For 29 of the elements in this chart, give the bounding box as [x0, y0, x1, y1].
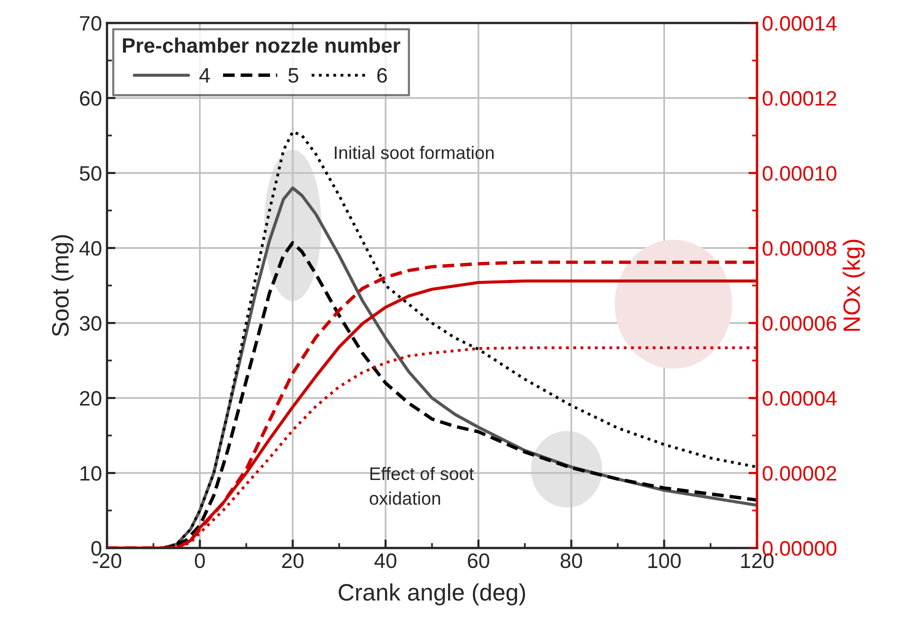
y-axis-title: Soot (mg) [51, 235, 74, 336]
y2-axis-title: NOx (kg) [842, 240, 865, 331]
y-tick-label: 20 [80, 391, 102, 406]
y2-tick-label: 0.00008 [762, 241, 836, 256]
annotation: Effect of soot oxidation [370, 466, 474, 505]
x-tick-label: 20 [282, 553, 304, 568]
x-tick-label: 100 [648, 553, 681, 568]
x-tick-label: 0 [194, 553, 205, 568]
legend-title: Pre-chamber nozzle number [122, 38, 400, 53]
x-tick-label: 40 [374, 553, 396, 568]
y-tick-label: 60 [80, 91, 102, 106]
x-tick-label: 80 [560, 553, 582, 568]
y-tick-label: 10 [80, 466, 102, 481]
y-tick-label: 30 [80, 316, 102, 331]
annotation: Initial soot formation [334, 146, 494, 160]
y2-tick-label: 0.00014 [762, 16, 837, 31]
legend-label: 4 [199, 68, 210, 83]
y-tick-label: 50 [80, 166, 102, 181]
legend-label: 5 [288, 68, 298, 83]
x-tick-label: 60 [468, 553, 490, 568]
y2-tick-label: 0.00012 [762, 91, 836, 106]
y-tick-label: 70 [80, 16, 102, 31]
y2-tick-label: 0.00010 [762, 166, 836, 181]
legend-label: 6 [377, 68, 387, 83]
y-tick-label: 40 [79, 241, 102, 256]
y2-tick-label: 0.00002 [762, 466, 836, 481]
x-axis-title: Crank angle (deg) [338, 583, 526, 606]
y2-tick-label: 0.00006 [762, 316, 836, 331]
y2-tick-label: 0.00004 [762, 391, 837, 406]
